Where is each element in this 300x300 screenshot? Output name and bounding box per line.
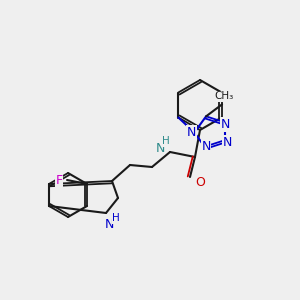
Text: H: H <box>112 213 120 223</box>
Text: N: N <box>201 140 211 153</box>
Text: O: O <box>195 176 205 188</box>
Text: H: H <box>162 136 170 146</box>
Text: N: N <box>187 126 196 139</box>
Text: N: N <box>220 118 230 131</box>
Text: F: F <box>56 173 63 187</box>
Text: N: N <box>155 142 165 154</box>
Text: CH₃: CH₃ <box>214 91 234 101</box>
Text: N: N <box>104 218 114 232</box>
Text: N: N <box>222 136 232 149</box>
